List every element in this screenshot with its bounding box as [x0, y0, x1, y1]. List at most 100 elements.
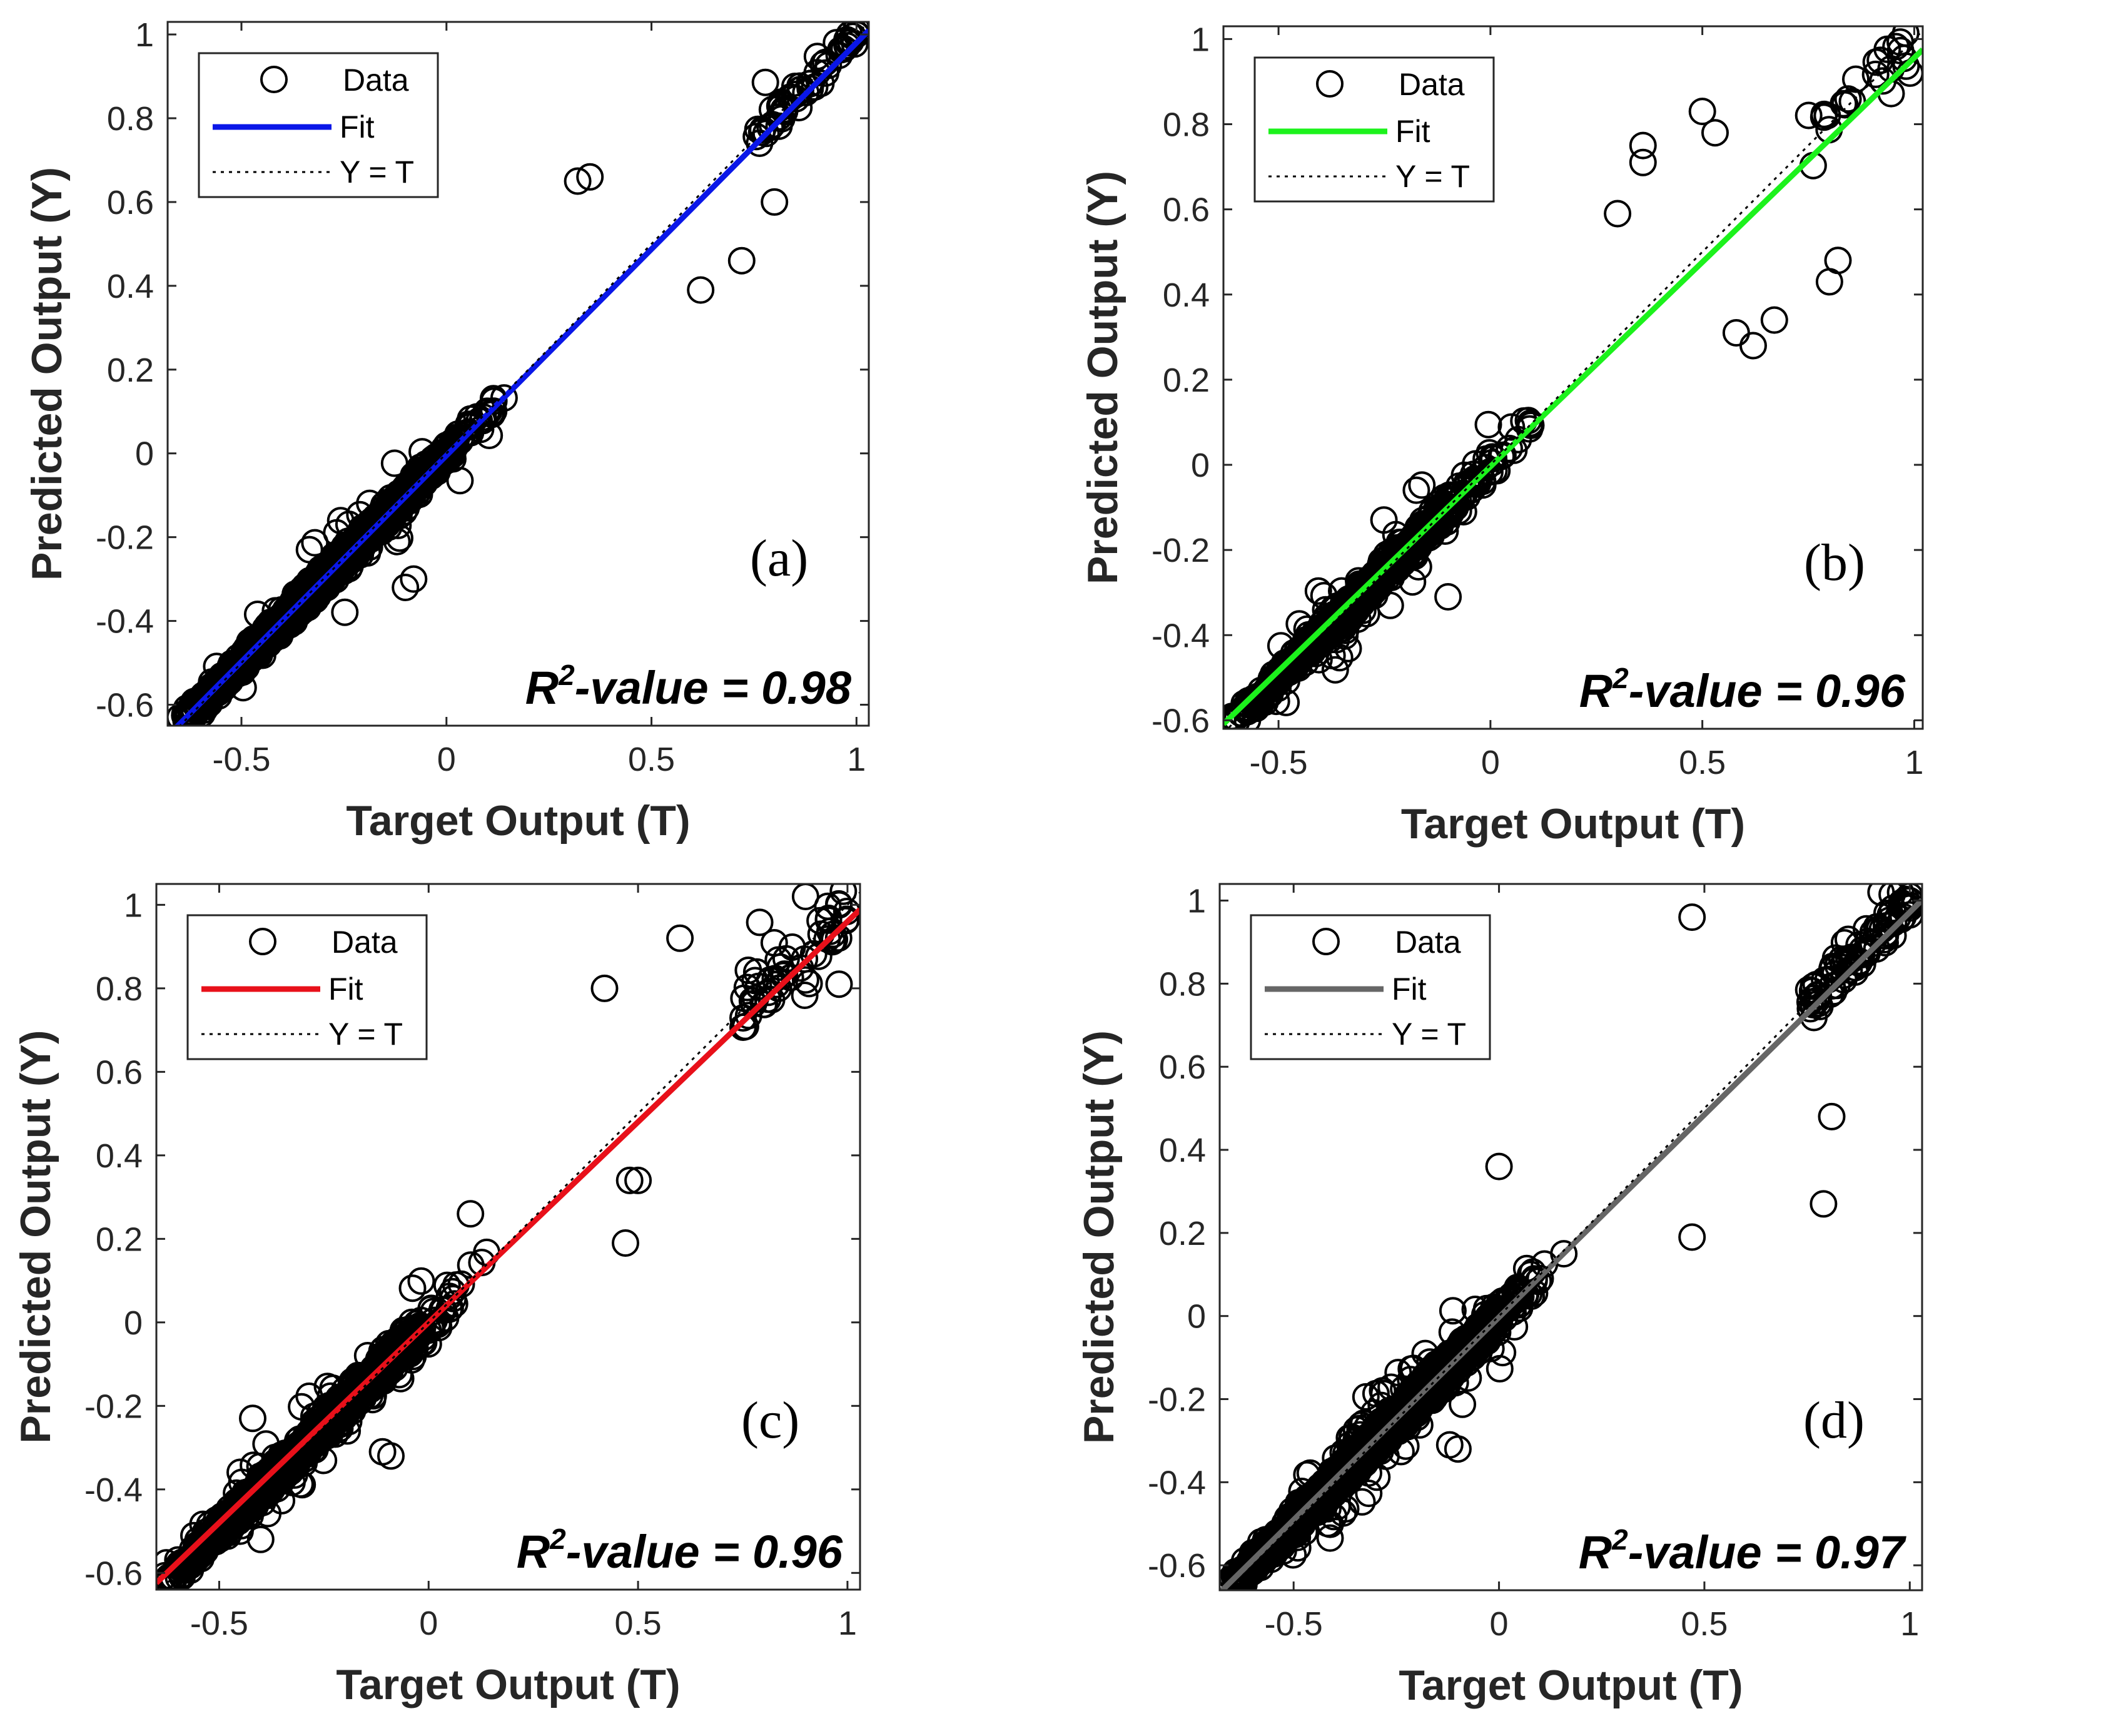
chart-panel-a: -0.5 0 0.5 1 -0.6 -0.4 -0.2 0 0.2 0.4 0.6 0.8 1 Targe…: [0, 0, 1063, 868]
data-point: [213, 662, 241, 690]
data-point: [378, 497, 406, 525]
data-point: [746, 908, 774, 937]
y-axis-label: Predicted Output (Y): [23, 167, 71, 581]
data-point: [1399, 568, 1427, 596]
data-point: [729, 1013, 757, 1041]
data-point: [1304, 577, 1332, 605]
data-point: [301, 1423, 329, 1451]
y-axis-label: Predicted Output (Y): [12, 1030, 59, 1443]
data-point: [418, 461, 447, 489]
data-point: [1866, 46, 1895, 74]
data-point: [1688, 98, 1716, 126]
r2-prefix: R: [1579, 665, 1612, 717]
data-point: [342, 524, 370, 552]
legend-data-marker: [260, 66, 288, 93]
data-point: [1321, 656, 1349, 684]
data-point: [392, 1322, 420, 1351]
y-tick-label: 0.8: [107, 100, 154, 138]
legend-identity-label: Y = T: [328, 1017, 403, 1052]
data-point: [311, 562, 340, 590]
x-axis-label: Target Output (T): [1401, 800, 1745, 848]
data-point: [1344, 581, 1372, 609]
data-point: [727, 246, 756, 275]
data-point: [824, 924, 853, 952]
scatter-plot-a: -0.5 0 0.5 1-0.6-0.4-0.200.20.40.60.81Targe…: [23, 16, 870, 845]
panel-label: (a): [750, 529, 808, 587]
fit-line: [156, 907, 860, 1585]
scatter-plot-b: -0.5 0 0.5 1-0.6-0.4-0.200.20.40.60.81Targe…: [1079, 21, 1924, 848]
data-point: [477, 399, 505, 427]
data-point: [791, 982, 819, 1009]
data-point: [357, 520, 385, 549]
data-point: [754, 985, 782, 1013]
legend-identity-label: Y = T: [340, 155, 414, 190]
y-tick-label: -0.6: [84, 1555, 143, 1592]
y-tick-label: -0.2: [96, 519, 154, 557]
x-tick-label: 1: [838, 1605, 857, 1642]
fit-lines: [1223, 29, 1923, 729]
legend-fit-label: Fit: [328, 972, 363, 1007]
y-tick-label: 0.6: [1163, 191, 1210, 229]
data-point: [180, 695, 208, 723]
data-point: [241, 1478, 269, 1506]
data-point: [1882, 33, 1910, 61]
data-point: [803, 43, 831, 71]
data-point: [1861, 60, 1890, 88]
r2-exponent: 2: [549, 1523, 566, 1555]
data-point: [746, 129, 774, 157]
fit-line: [1223, 48, 1923, 726]
data-point: [1810, 100, 1838, 128]
data-point: [457, 1200, 485, 1228]
data-point: [347, 519, 375, 547]
axes-frame: [166, 21, 870, 727]
data-point: [446, 427, 474, 455]
r2-annotation: R2-value = 0.96: [1579, 662, 1906, 717]
data-point: [211, 664, 239, 692]
y-tick-label: -0.2: [1152, 532, 1210, 569]
data-point: [1262, 688, 1290, 716]
data-point: [1739, 332, 1767, 360]
data-point: [804, 942, 833, 970]
x-tick-label: 0.5: [628, 741, 675, 778]
r2-prefix: R: [517, 1526, 550, 1578]
data-point: [751, 68, 779, 96]
data-point: [791, 884, 819, 910]
legend-data-label: Data: [332, 925, 398, 960]
data-point: [1701, 119, 1729, 147]
r2-suffix: -value = 0.96: [566, 1526, 843, 1578]
data-point: [1497, 413, 1526, 441]
legend-data-label: Data: [343, 63, 409, 98]
data-point: [615, 1166, 644, 1194]
data-point: [834, 29, 863, 57]
x-tick-label: 0.5: [615, 1605, 662, 1642]
x-tick-label: 1: [847, 741, 866, 778]
axes-frame: [1222, 25, 1924, 730]
r2-exponent: 2: [1612, 662, 1629, 694]
legend-identity-label: Y = T: [1395, 159, 1470, 194]
r2-suffix: -value = 0.96: [1629, 665, 1906, 717]
legend-data-marker: [249, 928, 276, 955]
y-tick-label: 0: [124, 1304, 143, 1342]
y-tick-label: -0.2: [84, 1388, 143, 1425]
data-point: [564, 167, 592, 195]
data-point: [1480, 445, 1508, 472]
data-point: [624, 1166, 652, 1194]
data-point: [823, 29, 851, 57]
data-point: [1760, 306, 1788, 334]
fit-lines: [174, 22, 869, 726]
data-point: [407, 461, 435, 489]
identity-line: [1226, 29, 1923, 729]
data-point: [475, 397, 503, 425]
data-point: [687, 276, 715, 304]
data-point: [389, 1340, 417, 1368]
data-point: [1283, 637, 1312, 665]
y-tick-label: 0.6: [96, 1053, 143, 1091]
legend-data-label: Data: [1399, 67, 1465, 102]
r2-exponent: 2: [558, 659, 575, 691]
data-point: [463, 403, 491, 431]
y-tick-label: 0.2: [1163, 362, 1210, 399]
data-point: [168, 703, 194, 726]
data-point: [1460, 465, 1489, 493]
data-point: [1629, 131, 1657, 160]
